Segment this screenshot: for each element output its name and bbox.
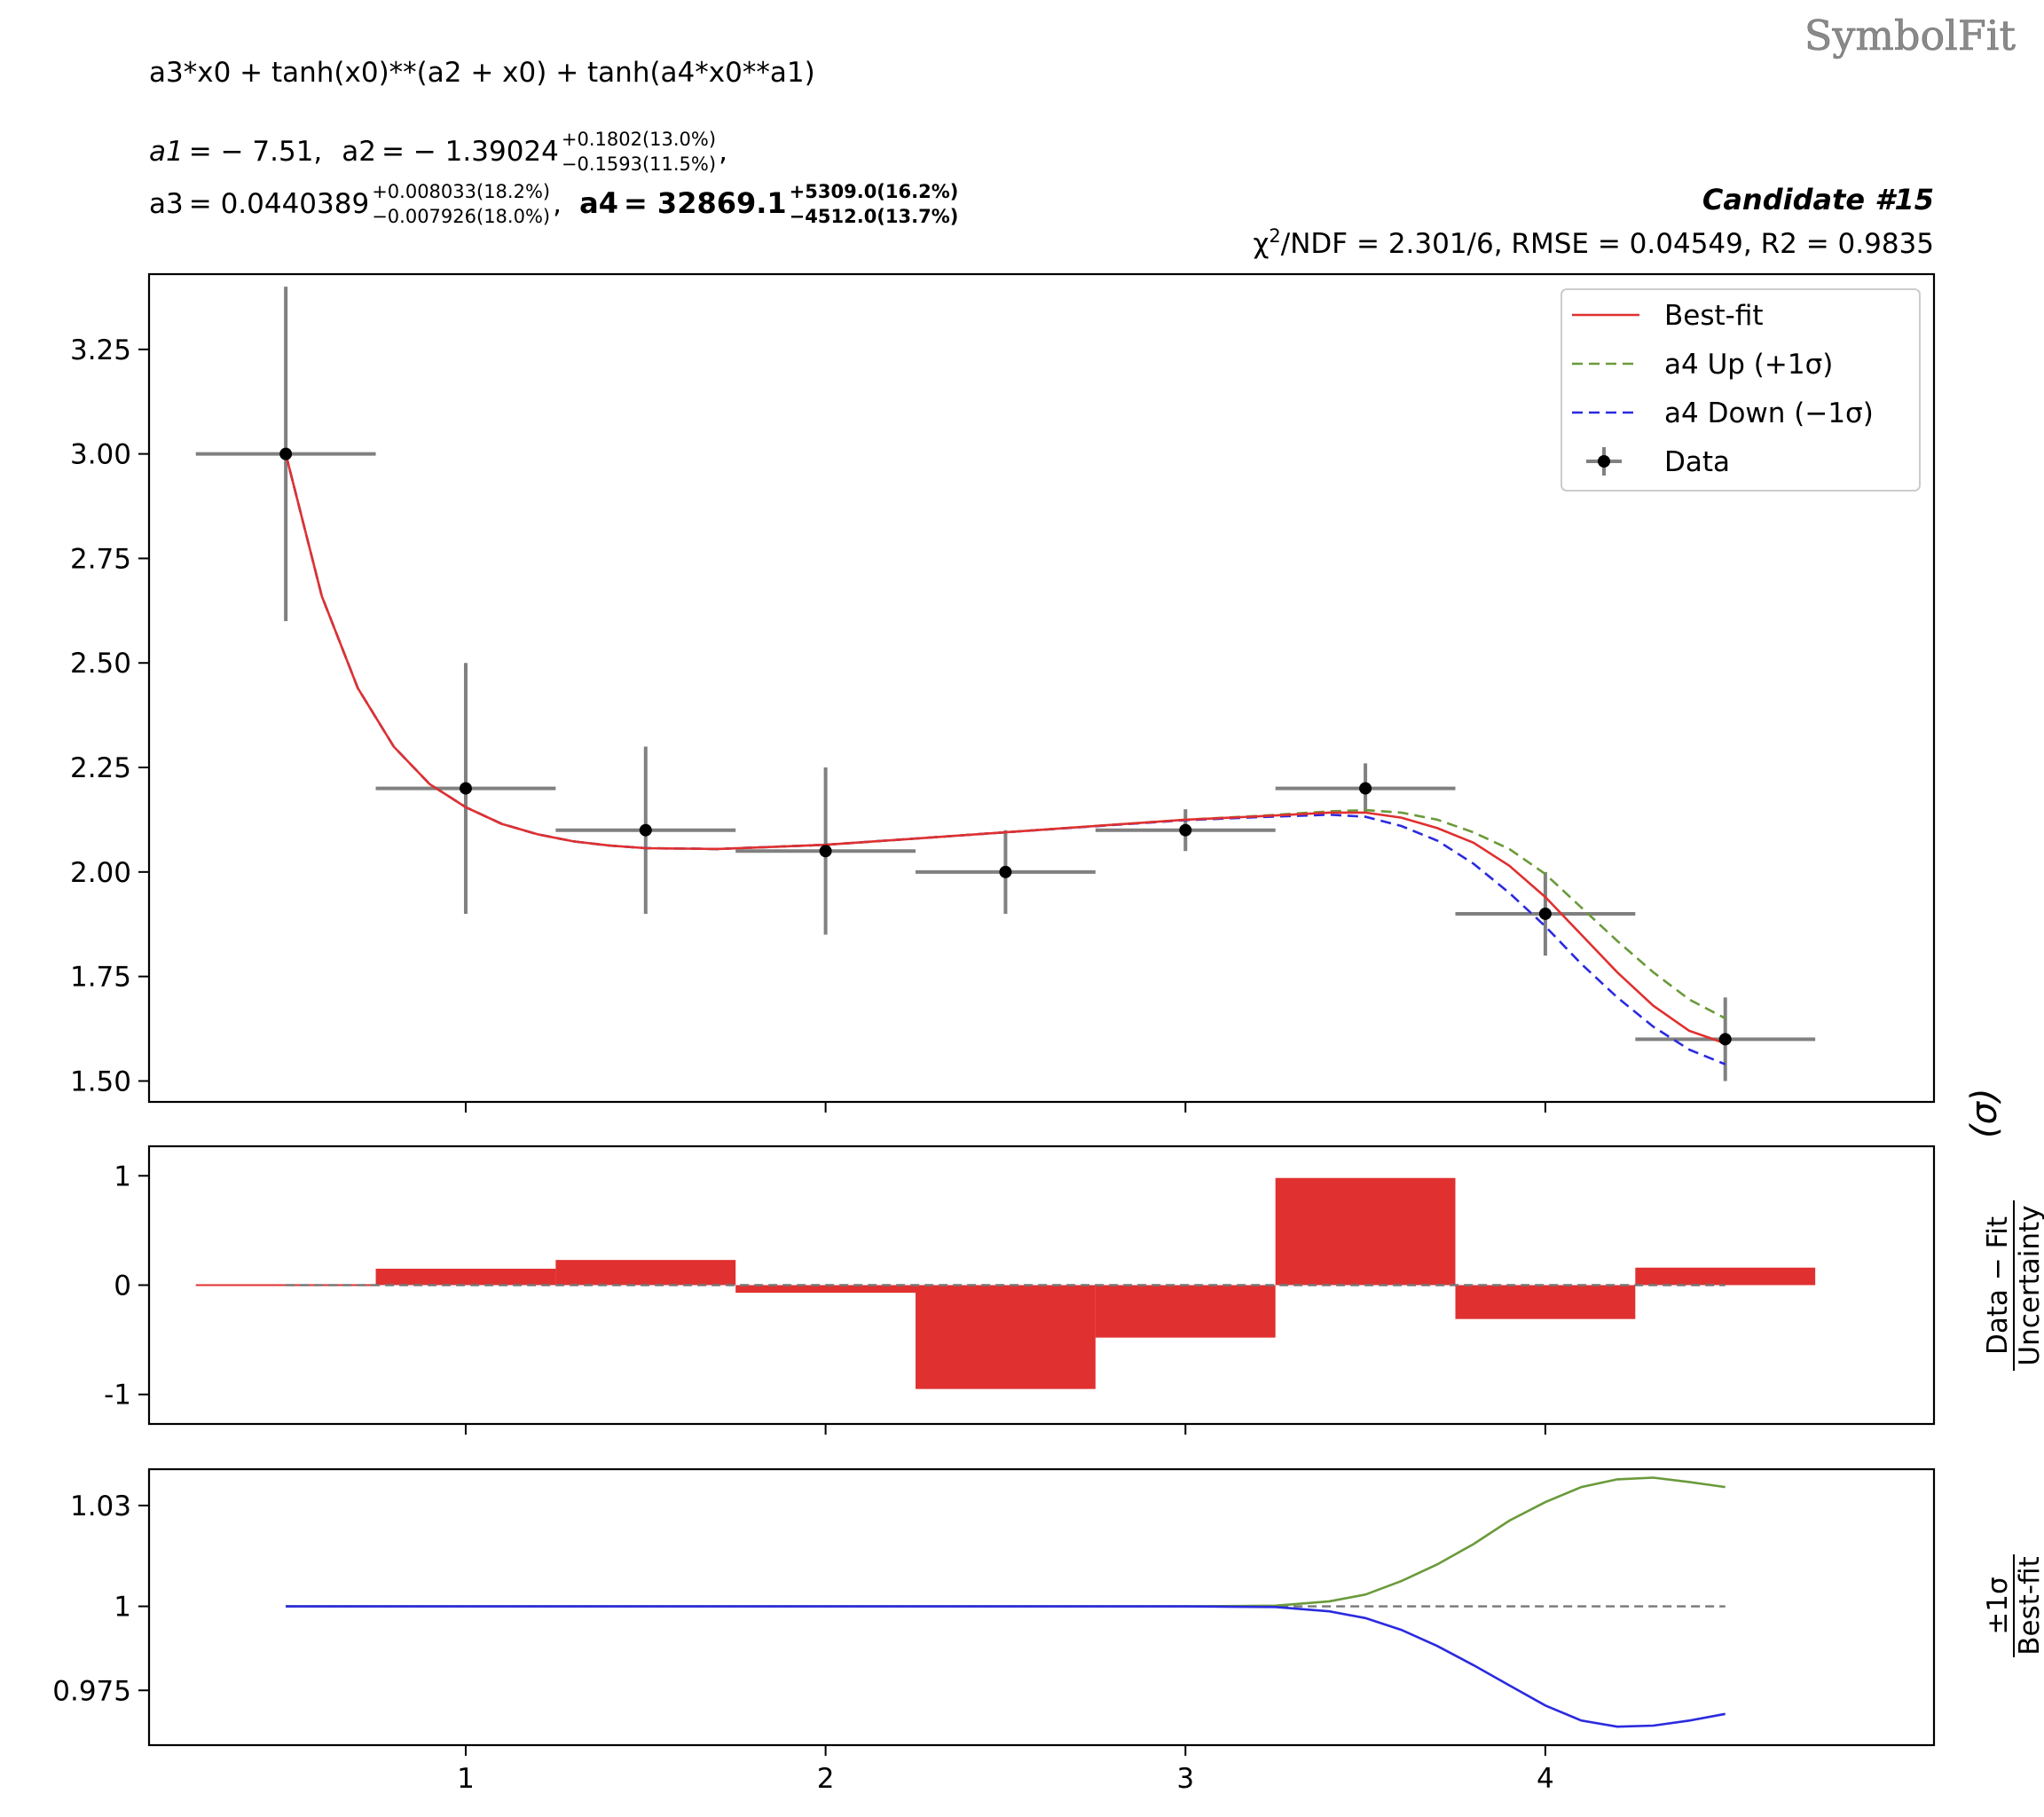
param-a4-up-error: +5309.0(16.2%) — [790, 181, 959, 202]
ratio-ylabel-denominator: Best-fit — [2014, 1556, 2044, 1656]
param-a4-name: a4 — [579, 186, 618, 220]
legend-label-a4-up: a4 Up (+1σ) — [1664, 349, 1833, 381]
data-point — [1179, 823, 1192, 837]
data-point — [1359, 782, 1372, 795]
data-point — [1718, 1033, 1732, 1046]
residual-bar — [1275, 1177, 1456, 1286]
fit-curve-best-fit — [284, 453, 1726, 1045]
residual-ylabel-unit: (σ) — [1964, 1088, 2005, 1138]
ratio-curve-a4-down — [286, 1605, 1726, 1728]
main-frame — [147, 272, 1936, 1104]
param-a3-value: = 0.0440389 — [189, 188, 369, 220]
candidate-label: Candidate #15 — [1702, 183, 1934, 216]
param-a3-up-error: +0.008033(18.2%) — [372, 181, 550, 202]
ratio-curve-a4-up — [286, 1476, 1726, 1608]
param-line-1: a1 = − 7.51, a2 = − 1.39024 — [149, 136, 559, 168]
main-ytick-label: 3.00 — [70, 439, 131, 471]
residual-bar — [916, 1285, 1096, 1389]
param-a4-value: = 32869.1 — [624, 186, 787, 220]
main-ytick-label: 1.75 — [70, 962, 131, 994]
legend-label-best-fit: Best-fit — [1664, 300, 1764, 332]
legend-data-marker — [1598, 455, 1610, 468]
residual-bar — [735, 1285, 916, 1294]
ratio-xtick-label: 4 — [1537, 1763, 1554, 1795]
residual-frame — [147, 1144, 1936, 1426]
main-ytick-label: 1.50 — [70, 1066, 131, 1097]
param-a1-name: a1 — [149, 136, 184, 168]
fit-statistics: χ2/NDF = 2.301/6, RMSE = 0.04549, R2 = 0… — [1254, 225, 1935, 260]
param-a3-name: a3 — [149, 188, 184, 220]
main-ytick-label: 2.50 — [70, 648, 131, 680]
param-a2-value: = − 1.39024 — [381, 136, 559, 168]
param-a2-up-error: +0.1802(13.0%) — [562, 129, 716, 150]
param-a4: a4 = 32869.1 — [579, 186, 787, 220]
param-a2-name: a2 — [342, 136, 376, 168]
fit-formula: a3*x0 + tanh(x0)**(a2 + x0) + tanh(a4*x0… — [149, 57, 815, 89]
ratio-frame — [147, 1467, 1936, 1747]
data-point — [639, 823, 652, 837]
param-a2-down-error: −0.1593(11.5%) — [562, 153, 716, 175]
residual-bar — [555, 1260, 736, 1286]
legend-box — [1561, 288, 1921, 492]
main-ytick-label: 3.25 — [70, 334, 131, 366]
ratio-ytick-label: 1 — [114, 1592, 131, 1624]
chi-exponent: 2 — [1269, 225, 1280, 247]
ratio-xtick-label: 3 — [1176, 1763, 1194, 1795]
residual-ylabel-denominator: Uncertainty — [2014, 1205, 2044, 1365]
residual-ylabel-numerator: Data − Fit — [1982, 1216, 2014, 1355]
fit-curve-a4-down — [284, 453, 1726, 1066]
chi-symbol: χ — [1254, 228, 1270, 260]
legend: Best-fit a4 Up (+1σ) a4 Down (−1σ) Data — [1561, 288, 1921, 492]
data-point — [999, 865, 1012, 878]
ratio-ytick-label: 0.975 — [52, 1675, 131, 1707]
data-point — [1538, 907, 1552, 920]
param-a4-down-error: −4512.0(13.7%) — [790, 206, 959, 227]
param-line-2: a3 = 0.0440389 — [149, 188, 369, 220]
data-point — [279, 447, 293, 460]
ratio-ylabel: ±1σ Best-fit — [1982, 1554, 2044, 1657]
param-a3-down-error: −0.007926(18.0%) — [372, 206, 550, 227]
main-ytick-label: 2.75 — [70, 543, 131, 575]
fit-curve-a4-up — [284, 453, 1726, 1019]
main-ytick-label: 2.25 — [70, 752, 131, 784]
ratio-panel: 1.03 1 0.975 1 2 3 4 — [52, 1467, 1936, 1795]
residual-ytick-label: 0 — [114, 1270, 131, 1302]
residual-bar — [1635, 1267, 1816, 1286]
residual-bar — [1095, 1285, 1276, 1338]
residual-bar — [1455, 1285, 1636, 1319]
residual-ylabel: Data − Fit Uncertainty (σ) — [1964, 1088, 2044, 1371]
ratio-xtick-label: 1 — [457, 1763, 475, 1795]
param-a2-comma: , — [719, 136, 727, 168]
main-fit-panel: 1.50 1.75 2.00 2.25 2.50 2.75 3.00 3.25 Best-fit… — [70, 272, 1936, 1113]
symbolfit-watermark: SymbolFit — [1804, 12, 2016, 59]
legend-label-data: Data — [1664, 446, 1730, 478]
legend-label-a4-down: a4 Down (−1σ) — [1664, 397, 1874, 429]
data-point — [819, 845, 832, 858]
residual-panel: 1 0 -1 — [104, 1144, 1936, 1435]
residual-ytick-label: 1 — [114, 1160, 131, 1192]
param-a1-value: = − 7.51, — [189, 136, 323, 168]
param-a3-comma: , — [553, 188, 562, 220]
ratio-xtick-label: 2 — [817, 1763, 835, 1795]
ratio-ylabel-numerator: ±1σ — [1982, 1577, 2014, 1634]
main-ytick-label: 2.00 — [70, 857, 131, 889]
data-point — [459, 782, 472, 795]
fit-statistics-text: /NDF = 2.301/6, RMSE = 0.04549, R2 = 0.9… — [1281, 228, 1934, 260]
ratio-ytick-label: 1.03 — [70, 1491, 131, 1522]
residual-ytick-label: -1 — [104, 1380, 131, 1412]
residual-bar — [375, 1269, 556, 1286]
